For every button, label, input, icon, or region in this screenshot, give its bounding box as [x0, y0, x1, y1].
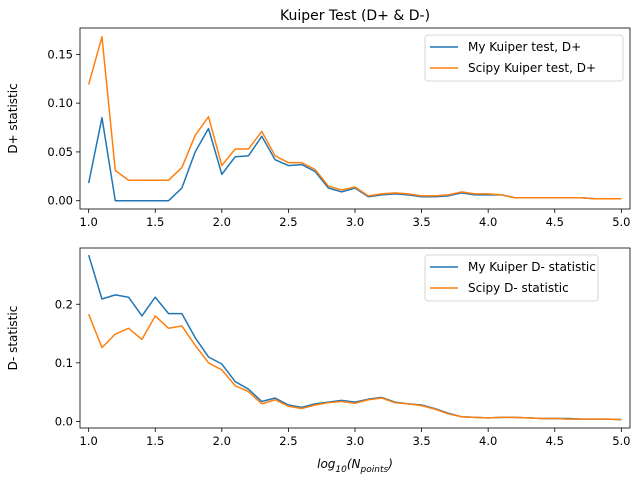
legend-label-2: Scipy Kuiper test, D+ — [468, 61, 596, 75]
chart-2: 1.0 1.5 2.0 2.5 3.0 3.5 4.0 4.5 5.0 0.0 0.1 0.2 D- s… — [6, 247, 631, 475]
series-line-1 — [87, 117, 622, 202]
legend: My Kuiper test, D+ Scipy Kuiper test, D+ — [424, 34, 624, 82]
y-axis-label: D- statistic — [6, 306, 20, 371]
x-tick-label: 2.0 — [213, 215, 231, 229]
legend: My Kuiper D- statistic Scipy D- statistic — [424, 254, 599, 302]
y-tick-label: 0.0 — [55, 414, 73, 428]
chart-1: Kuiper Test (D+ & D-) 1.0 1.5 2.0 2.5 3.0 3.5 4… — [6, 8, 630, 229]
x-tick-label: 3.0 — [346, 215, 364, 229]
y-tick-label: 0.10 — [47, 96, 73, 110]
y-tick-label: 0.2 — [55, 297, 73, 311]
x-tick-label: 5.0 — [612, 215, 630, 229]
y-axis-label: D+ statistic — [6, 83, 20, 153]
x-tick-label: 1.0 — [80, 215, 98, 229]
x-tick-label: 4.0 — [479, 215, 497, 229]
legend-label-1: My Kuiper D- statistic — [468, 260, 596, 274]
y-tick-label: 0.15 — [47, 47, 73, 61]
legend-box — [424, 254, 599, 302]
x-tick-label: 2.5 — [279, 215, 297, 229]
plot-frame — [79, 247, 631, 429]
y-tick-label: 0.00 — [47, 194, 73, 208]
y-tick-label: 0.1 — [55, 356, 73, 370]
x-tick-label: 1.5 — [146, 434, 164, 448]
legend-label-1: My Kuiper test, D+ — [468, 40, 581, 54]
x-tick-label: 3.5 — [412, 434, 430, 448]
chart-title: Kuiper Test (D+ & D-) — [280, 8, 430, 24]
series-line-2 — [87, 313, 622, 421]
x-tick-label: 4.5 — [546, 215, 564, 229]
legend-box — [424, 34, 624, 82]
x-tick-label: 3.0 — [346, 434, 364, 448]
plot-frame — [79, 27, 631, 210]
series-line-2 — [87, 36, 622, 200]
x-tick-label: 1.5 — [146, 215, 164, 229]
legend-label-2: Scipy D- statistic — [468, 281, 569, 295]
x-tick-label: 2.5 — [279, 434, 297, 448]
x-tick-label: 3.5 — [412, 215, 430, 229]
y-tick-label: 0.05 — [47, 145, 73, 159]
x-tick-label: 4.0 — [479, 434, 497, 448]
x-tick-label: 2.0 — [213, 434, 231, 448]
x-tick-label: 4.5 — [546, 434, 564, 448]
x-tick-label: 5.0 — [612, 434, 630, 448]
x-tick-label: 1.0 — [80, 434, 98, 448]
x-axis-label: log10(Npoints) — [317, 457, 393, 475]
